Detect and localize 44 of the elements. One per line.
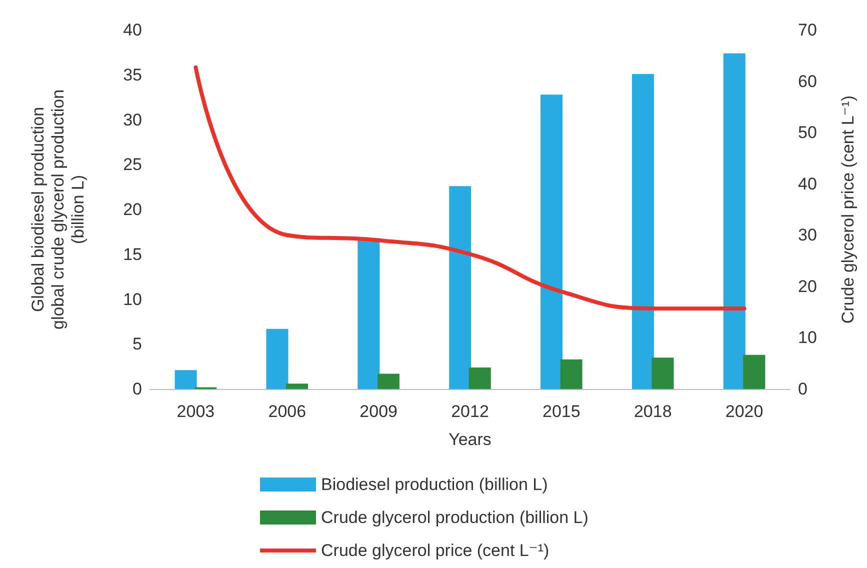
y2-tick-label: 50: [798, 123, 817, 142]
legend-label: Crude glycerol production (billion L): [321, 508, 588, 527]
y-axis-title: Global biodiesel production global crude glycerol production (billion L): [28, 89, 88, 330]
bar: [468, 367, 491, 389]
bar: [449, 186, 472, 389]
x-tick-label: 2003: [176, 402, 215, 421]
legend-label: Crude glycerol price (cent L⁻¹): [321, 541, 550, 560]
y-tick-label: 10: [123, 290, 142, 309]
y-tick-label: 35: [123, 65, 142, 84]
y-tick-label: 0: [132, 380, 142, 398]
bar: [358, 238, 380, 389]
y2-tick-label: 60: [798, 72, 817, 91]
bar: [266, 328, 288, 389]
y-tick-label: 25: [123, 155, 142, 174]
bar: [560, 359, 582, 389]
y2-tick-label: 30: [798, 226, 817, 245]
y-tick-label: 15: [123, 244, 142, 264]
bar: [286, 384, 308, 389]
y-tick-label: 30: [123, 110, 142, 130]
y2-tick-label: 70: [798, 20, 817, 40]
x-tick-label: 2009: [360, 402, 398, 421]
bar: [723, 53, 746, 389]
x-tick-label: 2006: [268, 402, 306, 421]
x-tick-label: 2012: [451, 402, 489, 421]
y2-tick-label: 20: [798, 276, 817, 296]
y-tick-label: 40: [123, 20, 142, 40]
x-tick-label: 2018: [634, 402, 672, 421]
bar: [540, 94, 563, 389]
x-tick-label: 2015: [542, 402, 580, 421]
x-tick-label: 2020: [725, 402, 764, 421]
bar: [743, 354, 766, 389]
y2-axis-title: Crude glycerol price (cent L⁻¹): [838, 95, 858, 324]
y2-tick-label: 40: [798, 174, 817, 194]
y2-tick-label: 0: [798, 380, 808, 398]
bar: [377, 374, 400, 389]
legend-label: Biodiesel production (billion L): [321, 475, 548, 494]
bar: [174, 370, 197, 389]
y2-tick-label: 10: [798, 328, 817, 348]
bar: [632, 74, 654, 389]
bar: [652, 358, 674, 389]
y-tick-label: 20: [123, 200, 142, 219]
y-tick-label: 5: [132, 334, 142, 354]
x-axis-title: Years: [448, 430, 492, 449]
line-series: [194, 65, 746, 310]
